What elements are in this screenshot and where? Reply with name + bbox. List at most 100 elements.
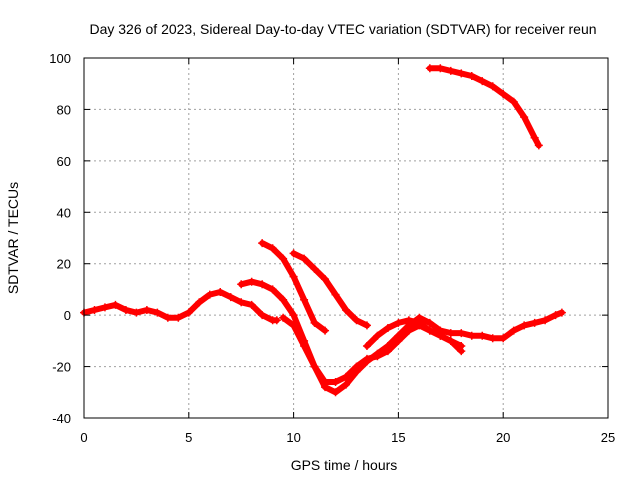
series-track-1 [81,289,280,324]
data-point-track-4 [373,349,382,358]
x-axis-label: GPS time / hours [291,457,398,473]
data-point-track-5 [362,321,371,330]
data-point-track-2 [289,311,298,320]
data-point-track-7 [509,97,518,106]
data-point-track-4 [362,357,371,366]
data-point-track-4 [321,383,330,392]
data-point-track-1 [272,316,281,325]
x-tick-label: 20 [496,430,510,445]
data-point-track-4 [352,367,361,376]
data-point-track-7 [530,133,539,142]
series-track-4 [280,309,565,396]
y-tick-label: 20 [57,257,71,272]
data-point-track-4 [425,318,434,327]
data-point-track-6 [383,324,392,332]
x-tick-labels: 0 5 10 15 20 25 [80,430,615,445]
data-point-track-1 [226,293,235,302]
data-point-track-3 [268,244,277,253]
data-point-track-1 [153,308,162,317]
data-point-track-6 [415,318,424,327]
data-point-track-4 [467,331,476,340]
data-point-track-6 [446,336,455,345]
data-point-track-1 [184,308,193,317]
data-point-track-2 [258,280,267,289]
data-point-track-4 [310,362,319,371]
data-point-track-4 [488,334,497,343]
y-tick-labels: -40 -20 0 20 40 60 80 100 [49,51,71,426]
y-tick-label: -20 [52,360,71,375]
data-point-track-1 [195,298,204,307]
data-point-track-4 [520,321,529,330]
data-point-track-3 [310,318,319,327]
data-point-track-7 [457,69,466,78]
data-series [80,64,566,397]
data-point-track-4 [446,329,455,338]
y-tick-label: 100 [49,51,71,66]
data-point-track-4 [331,388,340,397]
series-track-5 [290,250,370,329]
x-tick-label: 5 [185,430,192,445]
data-point-track-6 [436,331,445,340]
data-point-track-3 [300,295,309,304]
data-point-track-7 [478,77,487,86]
data-point-track-2 [237,280,246,289]
x-tick-label: 15 [391,430,405,445]
data-point-track-4 [541,316,550,325]
data-point-track-3 [289,272,298,281]
x-tick-label: 0 [80,430,87,445]
data-point-track-4 [478,331,487,340]
data-point-track-1 [90,306,99,314]
x-tick-label: 25 [601,430,615,445]
grid-lines [84,58,608,418]
axis-ticks [83,57,609,419]
data-point-track-5 [352,316,361,325]
x-tick-label: 10 [286,430,300,445]
plot-frame [83,57,609,419]
data-point-track-4 [289,321,298,330]
data-point-track-7 [534,141,543,150]
data-point-track-7 [467,72,476,80]
data-point-track-5 [321,275,330,284]
data-point-track-2 [279,295,288,304]
data-point-track-1 [132,308,141,317]
data-point-track-2 [247,277,256,286]
data-point-track-7 [425,64,434,73]
data-point-track-4 [557,308,566,317]
chart-title: Day 326 of 2023, Sidereal Day-to-day VTE… [89,21,596,37]
data-point-track-7 [520,113,529,122]
series-track-6 [364,317,465,355]
data-point-track-2 [268,285,277,294]
data-point-track-1 [163,313,172,322]
y-tick-label: -40 [52,411,71,426]
data-point-track-6 [394,318,403,327]
data-point-track-6 [457,347,466,356]
data-point-track-5 [331,290,340,299]
data-point-track-6 [362,342,371,350]
data-point-track-3 [279,254,288,263]
data-point-track-5 [342,306,350,314]
data-point-track-1 [100,303,109,312]
data-point-track-4 [383,342,392,350]
data-point-track-6 [373,331,382,340]
data-point-track-3 [321,326,330,335]
data-point-track-7 [446,66,455,75]
data-point-track-4 [394,331,403,340]
data-point-track-1 [258,311,267,320]
data-point-track-4 [342,380,350,389]
y-tick-label: 0 [64,308,71,323]
data-point-track-4 [551,311,560,320]
y-axis-label: SDTVAR / TECUs [5,182,21,294]
data-point-track-5 [310,264,319,273]
data-point-track-1 [216,288,225,296]
data-point-track-6 [404,316,413,325]
data-point-track-1 [142,306,151,314]
data-point-track-2 [331,378,340,386]
data-point-track-4 [509,326,518,335]
data-point-track-4 [300,342,309,350]
data-point-track-1 [205,290,214,299]
data-point-track-5 [300,254,309,263]
data-point-track-6 [425,326,434,335]
series-track-7 [426,65,542,149]
data-point-track-1 [174,313,183,322]
